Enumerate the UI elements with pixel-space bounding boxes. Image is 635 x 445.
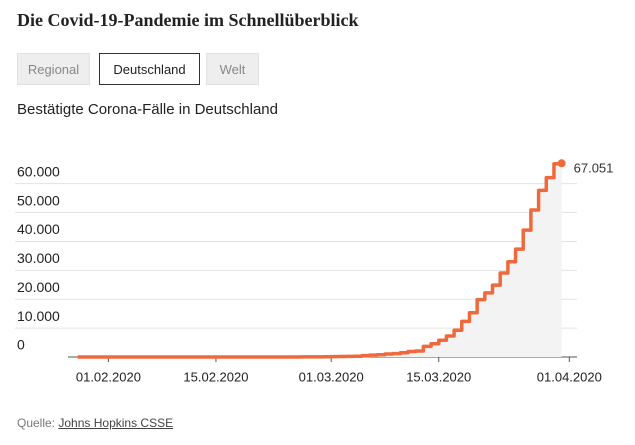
end-point — [557, 159, 566, 168]
source-label: Quelle: — [17, 416, 56, 430]
tab[interactable]: Welt — [206, 53, 259, 85]
step-line — [77, 162, 564, 359]
y-tick-label: 30.000 — [17, 250, 60, 266]
tab-active[interactable]: Deutschland — [99, 53, 200, 85]
x-tick-label: 15.02.2020 — [183, 369, 248, 384]
area — [77, 163, 562, 357]
y-tick-label: 20.000 — [17, 279, 60, 295]
tab[interactable]: Regional — [17, 53, 90, 85]
x-tick-label: 01.02.2020 — [76, 369, 141, 384]
y-tick-label: 50.000 — [17, 192, 60, 208]
y-tick-label: 40.000 — [17, 221, 60, 237]
x-tick-label: 15.03.2020 — [406, 369, 471, 384]
source: Quelle: Johns Hopkins CSSE — [17, 416, 173, 430]
x-tick-label: 01.04.2020 — [537, 369, 602, 384]
x-tick-label: 01.03.2020 — [299, 369, 364, 384]
source-link[interactable]: Johns Hopkins CSSE — [58, 416, 174, 430]
y-tick-label: 10.000 — [17, 308, 60, 324]
y-tick-label: 60.000 — [17, 163, 60, 179]
page-title: Die Covid-19-Pandemie im Schnellüberblic… — [17, 10, 359, 30]
value-label: 67.051 — [574, 161, 614, 176]
y-tick-label: 0 — [17, 337, 25, 353]
chart-title: Bestätigte Corona-Fälle in Deutschland — [17, 101, 278, 118]
